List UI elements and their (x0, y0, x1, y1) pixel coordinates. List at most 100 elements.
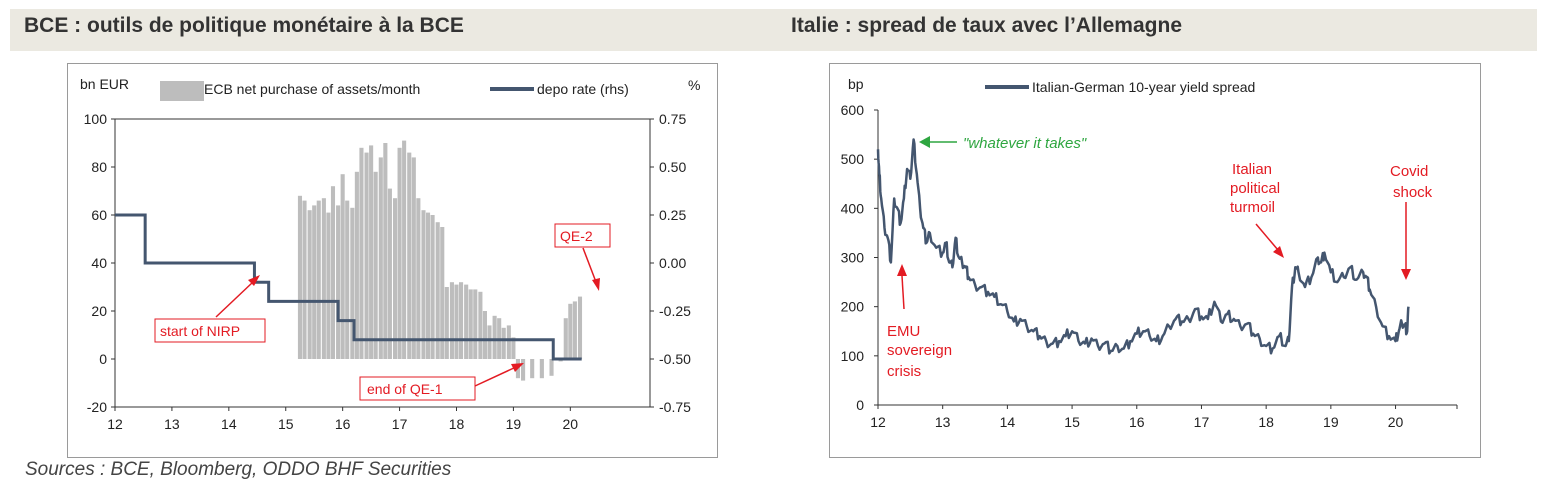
asset-purchase-bar (444, 287, 449, 359)
y-tick-label: 100 (841, 348, 865, 364)
annotation-label: political (1230, 180, 1280, 197)
asset-purchase-bar (321, 198, 326, 359)
x-tick-label: 14 (1000, 414, 1016, 430)
annotation-label: QE-2 (560, 228, 593, 244)
asset-purchase-bar (359, 147, 364, 359)
right-axis-unit: % (688, 77, 700, 93)
asset-purchase-bar (449, 282, 454, 359)
y-tick-label: 500 (841, 151, 865, 167)
x-tick-label: 14 (221, 416, 237, 432)
annotation-qe2: QE-2 (554, 223, 611, 291)
annotation-italian-political-turmoil: Italian political turmoil (1230, 161, 1284, 258)
asset-purchase-bar (402, 140, 407, 359)
y-tick-label: 40 (91, 255, 107, 271)
spread-chart: 0 100 200 300 400 500 600 12 13 14 15 16 17 18 19 20 bp… (841, 76, 1458, 430)
spread-chart-panel: 0 100 200 300 400 500 600 12 13 14 15 16 17 18 19 20 bp… (829, 63, 1481, 458)
asset-purchase-bar (577, 296, 583, 359)
asset-purchase-bar (350, 207, 355, 359)
annotation-label: Covid (1390, 163, 1428, 180)
asset-purchase-bar (430, 215, 435, 359)
asset-purchase-bar (302, 200, 307, 359)
asset-purchase-bar (440, 227, 445, 359)
asset-purchase-bar (501, 327, 506, 359)
asset-purchase-bar (364, 152, 369, 359)
asset-purchase-bar (563, 318, 568, 359)
asset-purchase-bar (492, 315, 497, 359)
left-axis-unit: bn EUR (80, 76, 129, 92)
y-tick-label: 600 (841, 102, 865, 118)
y-tick-label: 20 (91, 303, 107, 319)
asset-purchase-bar (340, 174, 345, 359)
x-tick-label: 13 (935, 414, 951, 430)
y2-tick-label: -0.25 (659, 303, 691, 319)
x-tick-label: 18 (449, 416, 465, 432)
annotation-label: Italian (1232, 161, 1272, 178)
asset-purchase-bar (392, 198, 398, 359)
asset-purchase-bar (416, 198, 421, 359)
asset-purchase-bar (482, 311, 487, 359)
y-tick-label: 300 (841, 250, 865, 266)
x-tick-label: 20 (563, 416, 579, 432)
asset-purchase-bar (521, 359, 526, 381)
asset-purchase-bar (354, 171, 359, 359)
annotation-label: start of NIRP (160, 323, 240, 339)
x-tick-label: 13 (164, 416, 180, 432)
asset-purchase-bar (297, 195, 303, 359)
annotation-label: sovereign (887, 342, 952, 359)
asset-purchase-bar (506, 325, 511, 359)
x-tick-label: 17 (392, 416, 408, 432)
x-tick-label: 15 (1064, 414, 1080, 430)
asset-purchase-bar (397, 147, 402, 359)
y2-tick-label: 0.00 (659, 255, 686, 271)
annotation-label: turmoil (1230, 199, 1275, 216)
y2-tick-label: -0.50 (659, 351, 691, 367)
x-tick-label: 12 (870, 414, 886, 430)
asset-purchase-bar (316, 200, 321, 359)
asset-purchase-bar (572, 301, 577, 359)
y2-tick-label: 0.50 (659, 159, 686, 175)
annotation-label: crisis (887, 363, 921, 380)
asset-purchase-bar (326, 212, 331, 359)
asset-purchase-bar (307, 210, 312, 359)
right-chart-title: Italie : spread de taux avec l’Allemagne (791, 14, 1182, 37)
annotation-whatever-it-takes: "whatever it takes" (919, 135, 1087, 152)
asset-purchase-bar (387, 188, 392, 359)
spread-line (876, 138, 1410, 355)
asset-purchase-bar (458, 282, 464, 359)
y-tick-label: -20 (87, 399, 107, 415)
x-tick-label: 15 (278, 416, 294, 432)
ecb-chart: -20 0 20 40 60 80 100 0.75 0.50 0.25 0.00 -0.25 -0.5… (80, 76, 700, 432)
asset-purchase-bar (473, 289, 478, 359)
x-tick-label: 12 (107, 416, 123, 432)
annotation-label: end of QE-1 (367, 381, 443, 397)
annotation-label: EMU (887, 323, 920, 340)
x-tick-label: 16 (1129, 414, 1145, 430)
x-tick-label: 18 (1258, 414, 1274, 430)
asset-purchase-bar (330, 186, 336, 359)
legend-line-label: depo rate (rhs) (537, 81, 629, 97)
legend-bar-swatch (160, 81, 204, 101)
annotation-start-of-nirp: start of NIRP (154, 275, 266, 343)
left-axis-unit: bp (848, 76, 864, 92)
asset-purchase-bar (345, 200, 350, 359)
y-tick-label: 0 (99, 351, 107, 367)
sources-note: Sources : BCE, Bloomberg, ODDO BHF Secur… (25, 459, 452, 480)
x-tick-label: 17 (1194, 414, 1210, 430)
y-tick-label: 200 (841, 299, 865, 315)
asset-purchase-bar (511, 337, 516, 359)
title-bar (10, 9, 1537, 51)
x-tick-label: 20 (1388, 414, 1404, 430)
annotation-label: shock (1393, 184, 1433, 201)
asset-purchase-bar (454, 284, 459, 359)
asset-purchase-bar (369, 145, 374, 359)
asset-purchase-bar (464, 284, 469, 359)
asset-purchase-bar (421, 210, 426, 359)
x-tick-label: 19 (1323, 414, 1339, 430)
y-tick-label: 80 (91, 159, 107, 175)
asset-purchase-bar (487, 325, 492, 359)
y-tick-label: 0 (856, 397, 864, 413)
y2-tick-label: -0.75 (659, 399, 691, 415)
asset-purchase-bar (530, 359, 535, 379)
annotation-end-of-qe1: end of QE-1 (359, 363, 524, 401)
asset-purchase-bar (425, 212, 431, 359)
